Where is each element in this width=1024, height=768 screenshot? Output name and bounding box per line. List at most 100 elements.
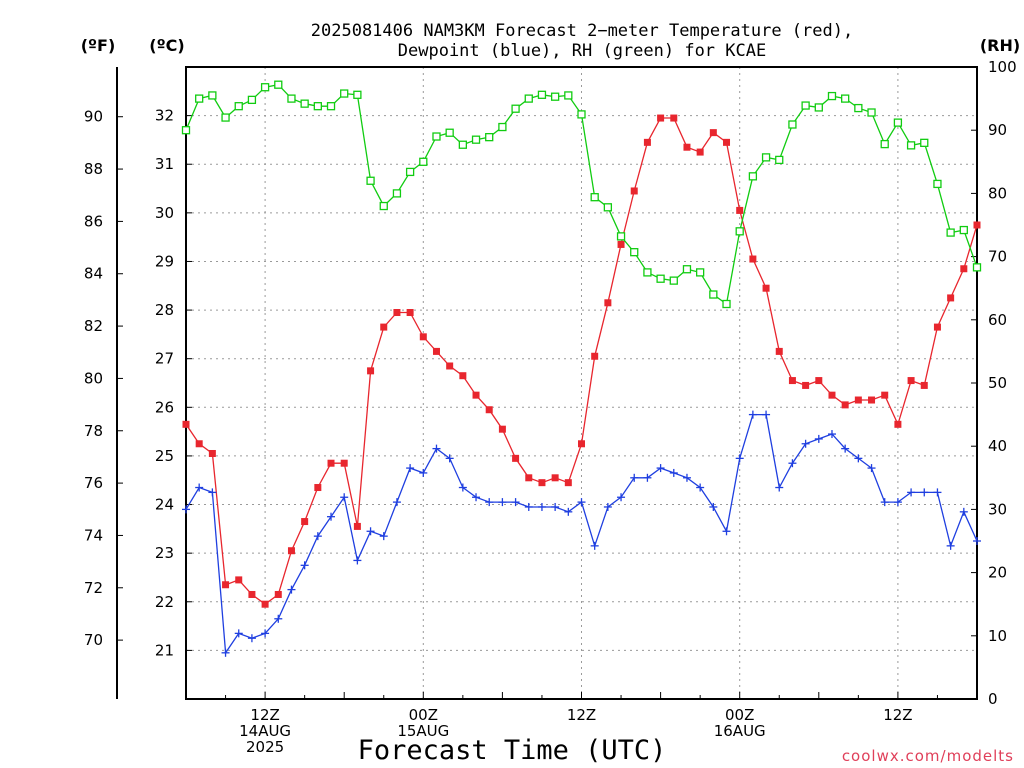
celsius-tick-label: 32 bbox=[155, 107, 174, 125]
dewpoint-point bbox=[445, 454, 454, 463]
temperature-point bbox=[709, 129, 717, 137]
rh-point bbox=[590, 193, 599, 202]
rh-point bbox=[234, 102, 243, 111]
dewpoint-point bbox=[274, 614, 283, 623]
dewpoint-point bbox=[221, 648, 230, 657]
rh-point bbox=[801, 101, 810, 110]
temperature-point bbox=[512, 454, 520, 462]
temperature-point bbox=[248, 590, 256, 598]
dewpoint-point bbox=[300, 561, 309, 570]
temperature-point bbox=[947, 294, 955, 302]
temperature-point bbox=[920, 381, 928, 389]
rh-point bbox=[405, 167, 415, 177]
temperature-point bbox=[696, 148, 704, 156]
rh-tick-label: 20 bbox=[988, 564, 1007, 582]
rh-point bbox=[524, 94, 533, 103]
rh-tick-label: 30 bbox=[988, 500, 1007, 518]
dewpoint-point bbox=[814, 434, 823, 443]
temperature-point bbox=[881, 391, 889, 399]
plot-frame bbox=[185, 66, 978, 700]
temperature-point bbox=[472, 391, 480, 399]
x-tick-label: 2025 bbox=[246, 738, 284, 756]
dewpoint-point bbox=[287, 585, 296, 594]
rh-point bbox=[959, 225, 968, 235]
temperature-point bbox=[815, 377, 823, 385]
temperature-point bbox=[802, 381, 810, 389]
dewpoint-point bbox=[722, 527, 731, 536]
x-axis-title: Forecast Time (UTC) bbox=[358, 735, 667, 766]
rh-point bbox=[498, 122, 507, 132]
dewpoint-point bbox=[656, 464, 665, 473]
temperature-point bbox=[301, 518, 309, 526]
temperature-point bbox=[393, 309, 401, 317]
rh-point bbox=[300, 99, 309, 108]
temperature-point bbox=[340, 459, 348, 467]
fahrenheit-tick-label: 90 bbox=[84, 108, 103, 126]
rh-point bbox=[195, 94, 204, 103]
rh-axis-unit: (RH) bbox=[980, 36, 1020, 55]
rh-point bbox=[906, 141, 916, 150]
x-tick-label: 12Z bbox=[567, 706, 596, 724]
temperature-point bbox=[854, 396, 862, 404]
dewpoint-point bbox=[327, 512, 336, 521]
temperature-point bbox=[551, 474, 559, 482]
celsius-tick-label: 28 bbox=[155, 301, 174, 319]
dewpoint-point bbox=[195, 483, 204, 492]
temperature-point bbox=[604, 299, 612, 307]
temperature-point bbox=[208, 449, 216, 457]
rh-point bbox=[867, 108, 876, 117]
temperature-point bbox=[274, 590, 282, 598]
rh-point bbox=[247, 95, 257, 105]
axis-layer: 70 72 74 76 78 80 82 84 86 88 90 21 22 23 24 25 26 27 28 29… bbox=[84, 58, 1017, 756]
dewpoint-point bbox=[735, 454, 744, 463]
rh-point bbox=[630, 248, 639, 257]
temperature-series bbox=[182, 114, 981, 608]
rh-tick-label: 100 bbox=[988, 58, 1017, 76]
rh-point bbox=[656, 274, 665, 283]
temperature-point bbox=[960, 265, 968, 273]
rh-point bbox=[511, 104, 520, 113]
rh-point bbox=[920, 138, 929, 147]
temperature-point bbox=[182, 420, 190, 428]
temperature-point bbox=[973, 221, 981, 229]
rh-point bbox=[471, 135, 481, 144]
temperature-point bbox=[723, 138, 731, 146]
dewpoint-point bbox=[353, 556, 362, 565]
temperature-point bbox=[868, 396, 876, 404]
dewpoint-point bbox=[775, 483, 784, 492]
rh-tick-label: 10 bbox=[988, 627, 1007, 645]
celsius-tick-label: 27 bbox=[155, 350, 174, 368]
rh-point bbox=[722, 299, 731, 309]
fahrenheit-tick-label: 88 bbox=[84, 160, 103, 178]
dewpoint-point bbox=[551, 502, 560, 511]
temperature-point bbox=[498, 425, 506, 433]
temperature-point bbox=[749, 255, 757, 263]
temperature-point bbox=[367, 367, 375, 375]
celsius-tick-label: 26 bbox=[155, 398, 174, 416]
rh-point bbox=[854, 103, 863, 113]
dewpoint-point bbox=[682, 473, 691, 482]
rh-tick-label: 40 bbox=[988, 437, 1007, 455]
rh-tick-label: 60 bbox=[988, 311, 1007, 329]
temperature-point bbox=[841, 401, 849, 409]
temperature-point bbox=[933, 323, 941, 331]
rh-point bbox=[287, 94, 296, 103]
dewpoint-point bbox=[432, 444, 441, 453]
temperature-point bbox=[578, 440, 585, 448]
dewpoint-point bbox=[603, 502, 612, 511]
rh-point bbox=[353, 90, 362, 99]
x-tick-label: 16AUG bbox=[714, 722, 766, 740]
series-layer bbox=[181, 80, 982, 657]
rh-point bbox=[696, 268, 705, 277]
temperature-point bbox=[525, 474, 533, 482]
dewpoint-point bbox=[867, 464, 876, 473]
rh-point bbox=[340, 89, 349, 98]
temperature-point bbox=[788, 377, 796, 385]
rh-point bbox=[814, 103, 823, 112]
rh-point bbox=[748, 172, 758, 181]
rh-tick-label: 0 bbox=[988, 690, 998, 708]
fahrenheit-tick-label: 74 bbox=[84, 526, 103, 544]
dewpoint-point bbox=[643, 473, 652, 482]
x-tick-label: 15AUG bbox=[397, 722, 449, 740]
